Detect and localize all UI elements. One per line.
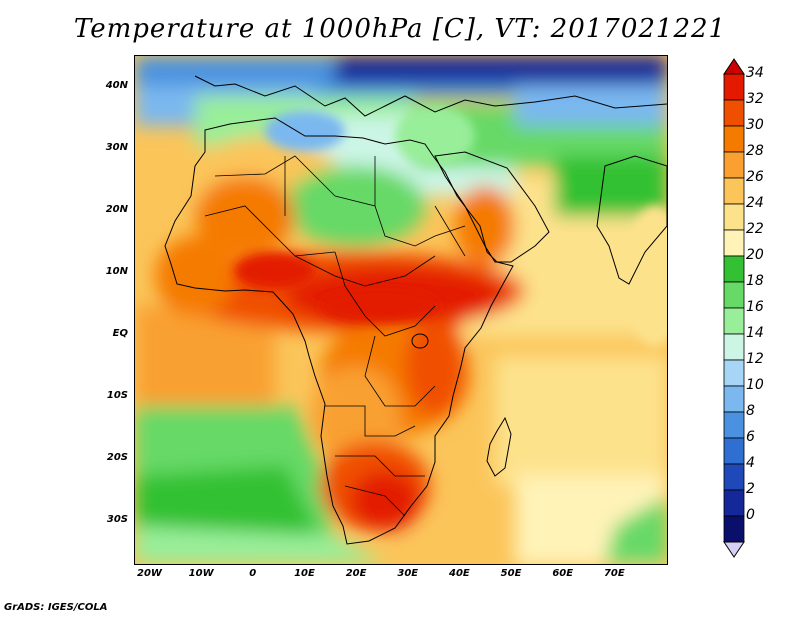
madagascar-outline bbox=[486, 416, 512, 477]
map-canvas bbox=[135, 56, 667, 564]
colorbar-label: 34 bbox=[746, 65, 764, 81]
temperature-field bbox=[135, 56, 667, 564]
lon-label: 20E bbox=[345, 568, 367, 579]
lon-label: 30E bbox=[397, 568, 419, 579]
lat-label: 30S bbox=[106, 513, 128, 525]
lat-label: 10N bbox=[105, 265, 128, 277]
colorbar bbox=[723, 58, 745, 558]
europe-coastline bbox=[194, 75, 667, 117]
lon-label: 10E bbox=[294, 568, 315, 579]
lon-label: 60E bbox=[552, 568, 574, 579]
colorbar-segment bbox=[723, 229, 745, 257]
colorbar-segment bbox=[723, 333, 745, 361]
lon-label: 70E bbox=[603, 568, 625, 579]
temperature-map bbox=[134, 55, 668, 565]
colorbar-segment bbox=[723, 411, 745, 439]
lat-label: EQ bbox=[112, 327, 128, 339]
colorbar-segment bbox=[723, 385, 745, 413]
colorbar-label: 26 bbox=[746, 169, 764, 185]
colorbar-segment bbox=[723, 359, 745, 387]
map-title: Temperature at 1000hPa [C], VT: 20170212… bbox=[73, 14, 727, 44]
colorbar-label: 18 bbox=[746, 273, 764, 289]
colorbar-label: 14 bbox=[746, 325, 764, 341]
lat-label: 20S bbox=[106, 451, 128, 463]
colorbar-label: 6 bbox=[746, 429, 755, 445]
lon-label: 10W bbox=[188, 568, 214, 579]
lat-label: 20N bbox=[105, 203, 128, 215]
lon-label: 0 bbox=[249, 568, 257, 579]
lon-label: 50E bbox=[500, 568, 522, 579]
colorbar-label: 12 bbox=[746, 351, 764, 367]
lat-label: 30N bbox=[105, 141, 128, 153]
colorbar-segment bbox=[723, 463, 745, 491]
colorbar-label: 16 bbox=[746, 299, 764, 315]
colorbar-label: 4 bbox=[746, 455, 755, 471]
colorbar-segment bbox=[723, 177, 745, 205]
colorbar-segment bbox=[723, 307, 745, 335]
colorbar-label: 0 bbox=[746, 507, 755, 523]
colorbar-segment bbox=[723, 255, 745, 283]
temperature-detail bbox=[235, 106, 667, 346]
lon-label: 40E bbox=[449, 568, 470, 579]
colorbar-over-arrow bbox=[723, 58, 745, 75]
colorbar-label: 10 bbox=[746, 377, 764, 393]
colorbar-segment bbox=[723, 203, 745, 231]
africa-coastline bbox=[164, 117, 514, 545]
colorbar-label: 24 bbox=[746, 195, 764, 211]
colorbar-label: 2 bbox=[746, 481, 755, 497]
colorbar-under-arrow bbox=[723, 541, 745, 558]
lon-label: 20W bbox=[137, 568, 162, 579]
colorbar-segment bbox=[723, 125, 745, 153]
colorbar-label: 8 bbox=[746, 403, 755, 419]
colorbar-label: 28 bbox=[746, 143, 764, 159]
colorbar-segment bbox=[723, 437, 745, 465]
country-borders bbox=[204, 155, 466, 517]
colorbar-segment bbox=[723, 99, 745, 127]
colorbar-segment bbox=[723, 73, 745, 101]
colorbar-segment bbox=[723, 151, 745, 179]
colorbar-segment bbox=[723, 281, 745, 309]
footer-credit: GrADS: IGES/COLA bbox=[4, 602, 108, 613]
lake-victoria bbox=[411, 333, 429, 349]
colorbar-label: 32 bbox=[746, 91, 764, 107]
colorbar-label: 20 bbox=[746, 247, 764, 263]
colorbar-label: 30 bbox=[746, 117, 764, 133]
arabia-outline bbox=[434, 151, 550, 263]
lat-label: 10S bbox=[106, 389, 128, 401]
colorbar-segment bbox=[723, 489, 745, 517]
india-outline bbox=[596, 155, 667, 285]
colorbar-label: 22 bbox=[746, 221, 764, 237]
lat-label: 40N bbox=[105, 79, 128, 91]
colorbar-segment bbox=[723, 515, 745, 543]
